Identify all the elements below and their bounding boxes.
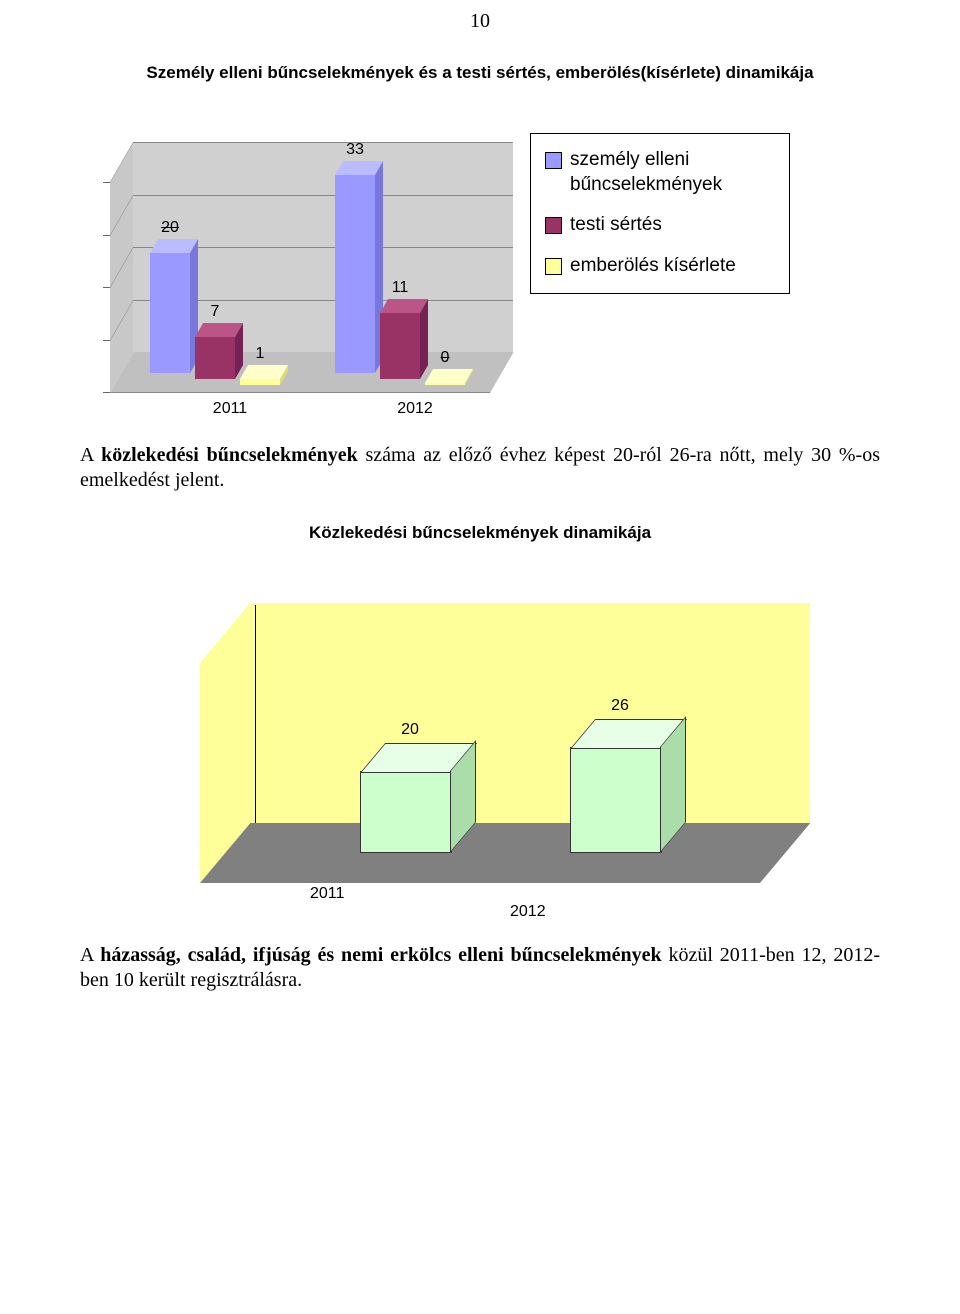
legend-label: személy elleni bűncselekmények bbox=[570, 148, 775, 197]
chart1-cat-0: 2011 bbox=[180, 400, 280, 418]
text-bold: közlekedési bűncselekmények bbox=[101, 444, 358, 466]
chart2-title: Közlekedési bűncselekmények dinamikája bbox=[80, 523, 880, 543]
legend-swatch bbox=[545, 217, 562, 234]
paragraph-1: A közlekedési bűncselekmények száma az e… bbox=[80, 443, 880, 493]
text-run: A bbox=[80, 444, 101, 466]
text-bold: házasság, család, ifjúság és nemi erkölc… bbox=[100, 944, 661, 966]
paragraph-2: A házasság, család, ifjúság és nemi erkö… bbox=[80, 943, 880, 993]
bar-label: 26 bbox=[590, 697, 650, 715]
legend-label: emberölés kísérlete bbox=[570, 254, 736, 279]
chart1-cat-1: 2012 bbox=[365, 400, 465, 418]
page-number: 10 bbox=[80, 10, 880, 33]
chart1-plot: 20 7 1 33 bbox=[80, 113, 510, 393]
bar-2012-s3 bbox=[425, 383, 465, 385]
bar-2011-s2 bbox=[195, 337, 235, 379]
bar-2011-s3 bbox=[240, 379, 280, 385]
bar-2011 bbox=[360, 773, 450, 853]
bar-label: 0 bbox=[425, 349, 465, 367]
legend-swatch bbox=[545, 258, 562, 275]
bar-2011-s1 bbox=[150, 253, 190, 373]
chart1-container: 20 7 1 33 bbox=[80, 113, 880, 393]
bar-label: 33 bbox=[335, 141, 375, 159]
chart2-plot: 20 26 2011 2012 bbox=[180, 563, 780, 903]
chart2-cat-0: 2011 bbox=[310, 885, 344, 903]
legend-label: testi sértés bbox=[570, 213, 662, 238]
text-run: A bbox=[80, 944, 100, 966]
bar-label: 7 bbox=[195, 303, 235, 321]
bar-label: 11 bbox=[380, 279, 420, 297]
chart2-cat-1: 2012 bbox=[510, 903, 546, 921]
bar-2012-s2 bbox=[380, 313, 420, 379]
chart1-title: Személy elleni bűncselekmények és a test… bbox=[80, 63, 880, 83]
bar-2012 bbox=[570, 749, 660, 853]
bar-label: 1 bbox=[240, 345, 280, 363]
bar-label: 20 bbox=[380, 721, 440, 739]
bar-label: 20 bbox=[150, 219, 190, 237]
legend-swatch bbox=[545, 152, 562, 169]
bar-2012-s1 bbox=[335, 175, 375, 373]
chart1-legend: személy elleni bűncselekmények testi sér… bbox=[530, 133, 790, 294]
